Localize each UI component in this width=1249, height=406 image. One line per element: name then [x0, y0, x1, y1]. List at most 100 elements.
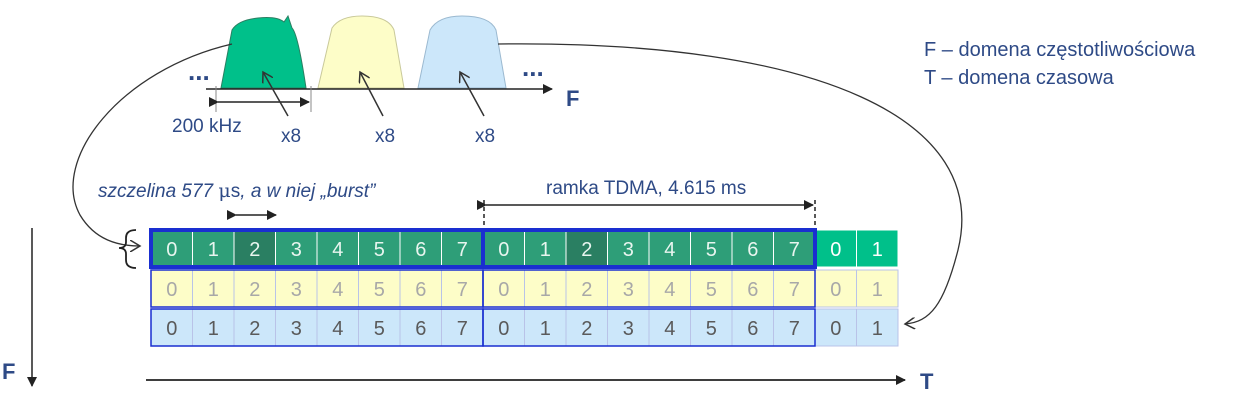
legend: F – domena częstotliwościowa T – domena …	[924, 36, 1195, 92]
slot-cell-blue-16	[814, 308, 857, 347]
slot-cell-blue-17	[856, 308, 899, 347]
ellipsis-left: ...	[188, 56, 210, 86]
slot-cell-yellow-0	[150, 269, 193, 308]
slot-cell-green-8	[482, 229, 525, 268]
frame-label: ramka TDMA, 4.615 ms	[546, 178, 746, 199]
slot-cell-blue-14	[731, 308, 774, 347]
x8-label-blue: x8	[475, 126, 495, 147]
slot-cell-blue-15	[773, 308, 816, 347]
slot-number-blue-0: 0	[166, 318, 177, 340]
row-brace	[118, 229, 137, 269]
slot-number-blue-2: 2	[249, 318, 260, 340]
slot-number-yellow-16: 0	[830, 279, 841, 301]
bandwidth-label: 200 kHz	[172, 116, 242, 137]
slot-cell-green-9	[524, 229, 567, 268]
channel-yellow	[317, 15, 405, 89]
slot-cell-yellow-14	[731, 269, 774, 308]
slot-number-green-13: 5	[706, 239, 717, 261]
slot-cell-blue-6	[399, 308, 442, 347]
slot-cell-blue-13	[690, 308, 733, 347]
slot-number-green-17: 1	[872, 239, 883, 261]
slot-grid: 0 1 2 3 4 5 6 7 0 1 2 3 4 5 6 7 0 1 0 1 2 3 4 5 6 7 0 1 2 3 4 5 6 7 0 1 0 1 2 3…	[149, 228, 899, 347]
slot-number-blue-16: 0	[830, 318, 841, 340]
slot-number-yellow-7: 7	[457, 279, 468, 301]
slot-number-green-8: 0	[498, 239, 509, 261]
slot-number-blue-6: 6	[415, 318, 426, 340]
slot-number-green-11: 3	[623, 239, 634, 261]
x8-label-green: x8	[281, 126, 301, 147]
slot-number-blue-8: 0	[498, 318, 509, 340]
connector-green	[72, 43, 233, 246]
slot-cell-green-17	[856, 229, 899, 268]
slot-number-blue-10: 2	[581, 318, 592, 340]
slot-cell-blue-4	[316, 308, 359, 347]
slot-cell-green-14	[731, 229, 774, 268]
slot-cell-blue-2	[233, 308, 276, 347]
channel-green	[220, 14, 307, 89]
slot-number-blue-1: 1	[208, 318, 219, 340]
slot-number-yellow-5: 5	[374, 279, 385, 301]
frame-outline-yellow-1	[482, 269, 816, 308]
slot-number-blue-14: 6	[747, 318, 758, 340]
slot-number-blue-9: 1	[540, 318, 551, 340]
slot-number-yellow-9: 1	[540, 279, 551, 301]
slot-number-green-15: 7	[789, 239, 800, 261]
time-axis-label: T	[920, 369, 934, 394]
x8-pointer-yellow	[360, 72, 384, 117]
slot-number-green-5: 5	[374, 239, 385, 261]
slot-number-green-14: 6	[747, 239, 758, 261]
slot-cell-yellow-2	[233, 269, 276, 308]
legend-t-domain: T – domena czasowa	[924, 67, 1114, 89]
slot-number-green-4: 4	[332, 239, 343, 261]
slot-number-green-16: 0	[830, 239, 841, 261]
slot-number-yellow-0: 0	[166, 279, 177, 301]
slot-number-yellow-13: 5	[706, 279, 717, 301]
slot-number-yellow-1: 1	[208, 279, 219, 301]
x8-pointer-blue	[460, 72, 485, 117]
slot-number-blue-7: 7	[457, 318, 468, 340]
channel-blue	[417, 15, 507, 89]
slot-number-green-12: 4	[664, 239, 675, 261]
connector-blue	[497, 43, 963, 324]
x8-pointer-green	[263, 72, 289, 117]
slot-number-yellow-8: 0	[498, 279, 509, 301]
slot-number-blue-13: 5	[706, 318, 717, 340]
slot-number-yellow-2: 2	[249, 279, 260, 301]
ellipsis-right: ...	[522, 52, 544, 82]
slot-cell-blue-8	[482, 308, 525, 347]
frame-outline-green-1	[481, 228, 817, 269]
slot-cell-green-15	[773, 229, 816, 268]
slot-cell-blue-11	[607, 308, 650, 347]
slot-number-green-6: 6	[415, 239, 426, 261]
slot-number-yellow-17: 1	[872, 279, 883, 301]
slot-number-blue-15: 7	[789, 318, 800, 340]
slot-cell-yellow-9	[524, 269, 567, 308]
frame-outline-blue-1	[482, 308, 816, 347]
slot-number-yellow-4: 4	[332, 279, 343, 301]
frequency-axis-vertical-label: F	[2, 359, 15, 384]
slot-cell-green-11	[607, 229, 650, 268]
slot-label-suffix: , a w niej „burst”	[240, 181, 377, 202]
slot-number-green-1: 1	[208, 239, 219, 261]
slot-number-yellow-12: 4	[664, 279, 675, 301]
slot-number-green-10: 2	[581, 239, 592, 261]
slot-number-yellow-11: 3	[623, 279, 634, 301]
slot-number-green-0: 0	[166, 239, 177, 261]
slot-label-prefix: szczelina 577	[98, 181, 218, 202]
slot-number-yellow-10: 2	[581, 279, 592, 301]
slot-number-yellow-14: 6	[747, 279, 758, 301]
slot-cell-green-1	[192, 229, 235, 268]
slot-cell-yellow-3	[275, 269, 318, 308]
slot-number-green-9: 1	[540, 239, 551, 261]
slot-cell-yellow-17	[856, 269, 899, 308]
x8-label-yellow: x8	[375, 126, 395, 147]
slot-cell-green-0	[150, 229, 193, 268]
spectrum-channels	[220, 14, 507, 89]
slot-cell-blue-12	[648, 308, 691, 347]
slot-number-blue-3: 3	[291, 318, 302, 340]
slot-number-green-2: 2	[249, 239, 260, 261]
slot-label-mu: μ	[218, 180, 230, 202]
slot-label: szczelina 577 μs, a w niej „burst”	[98, 180, 377, 202]
slot-number-yellow-3: 3	[291, 279, 302, 301]
